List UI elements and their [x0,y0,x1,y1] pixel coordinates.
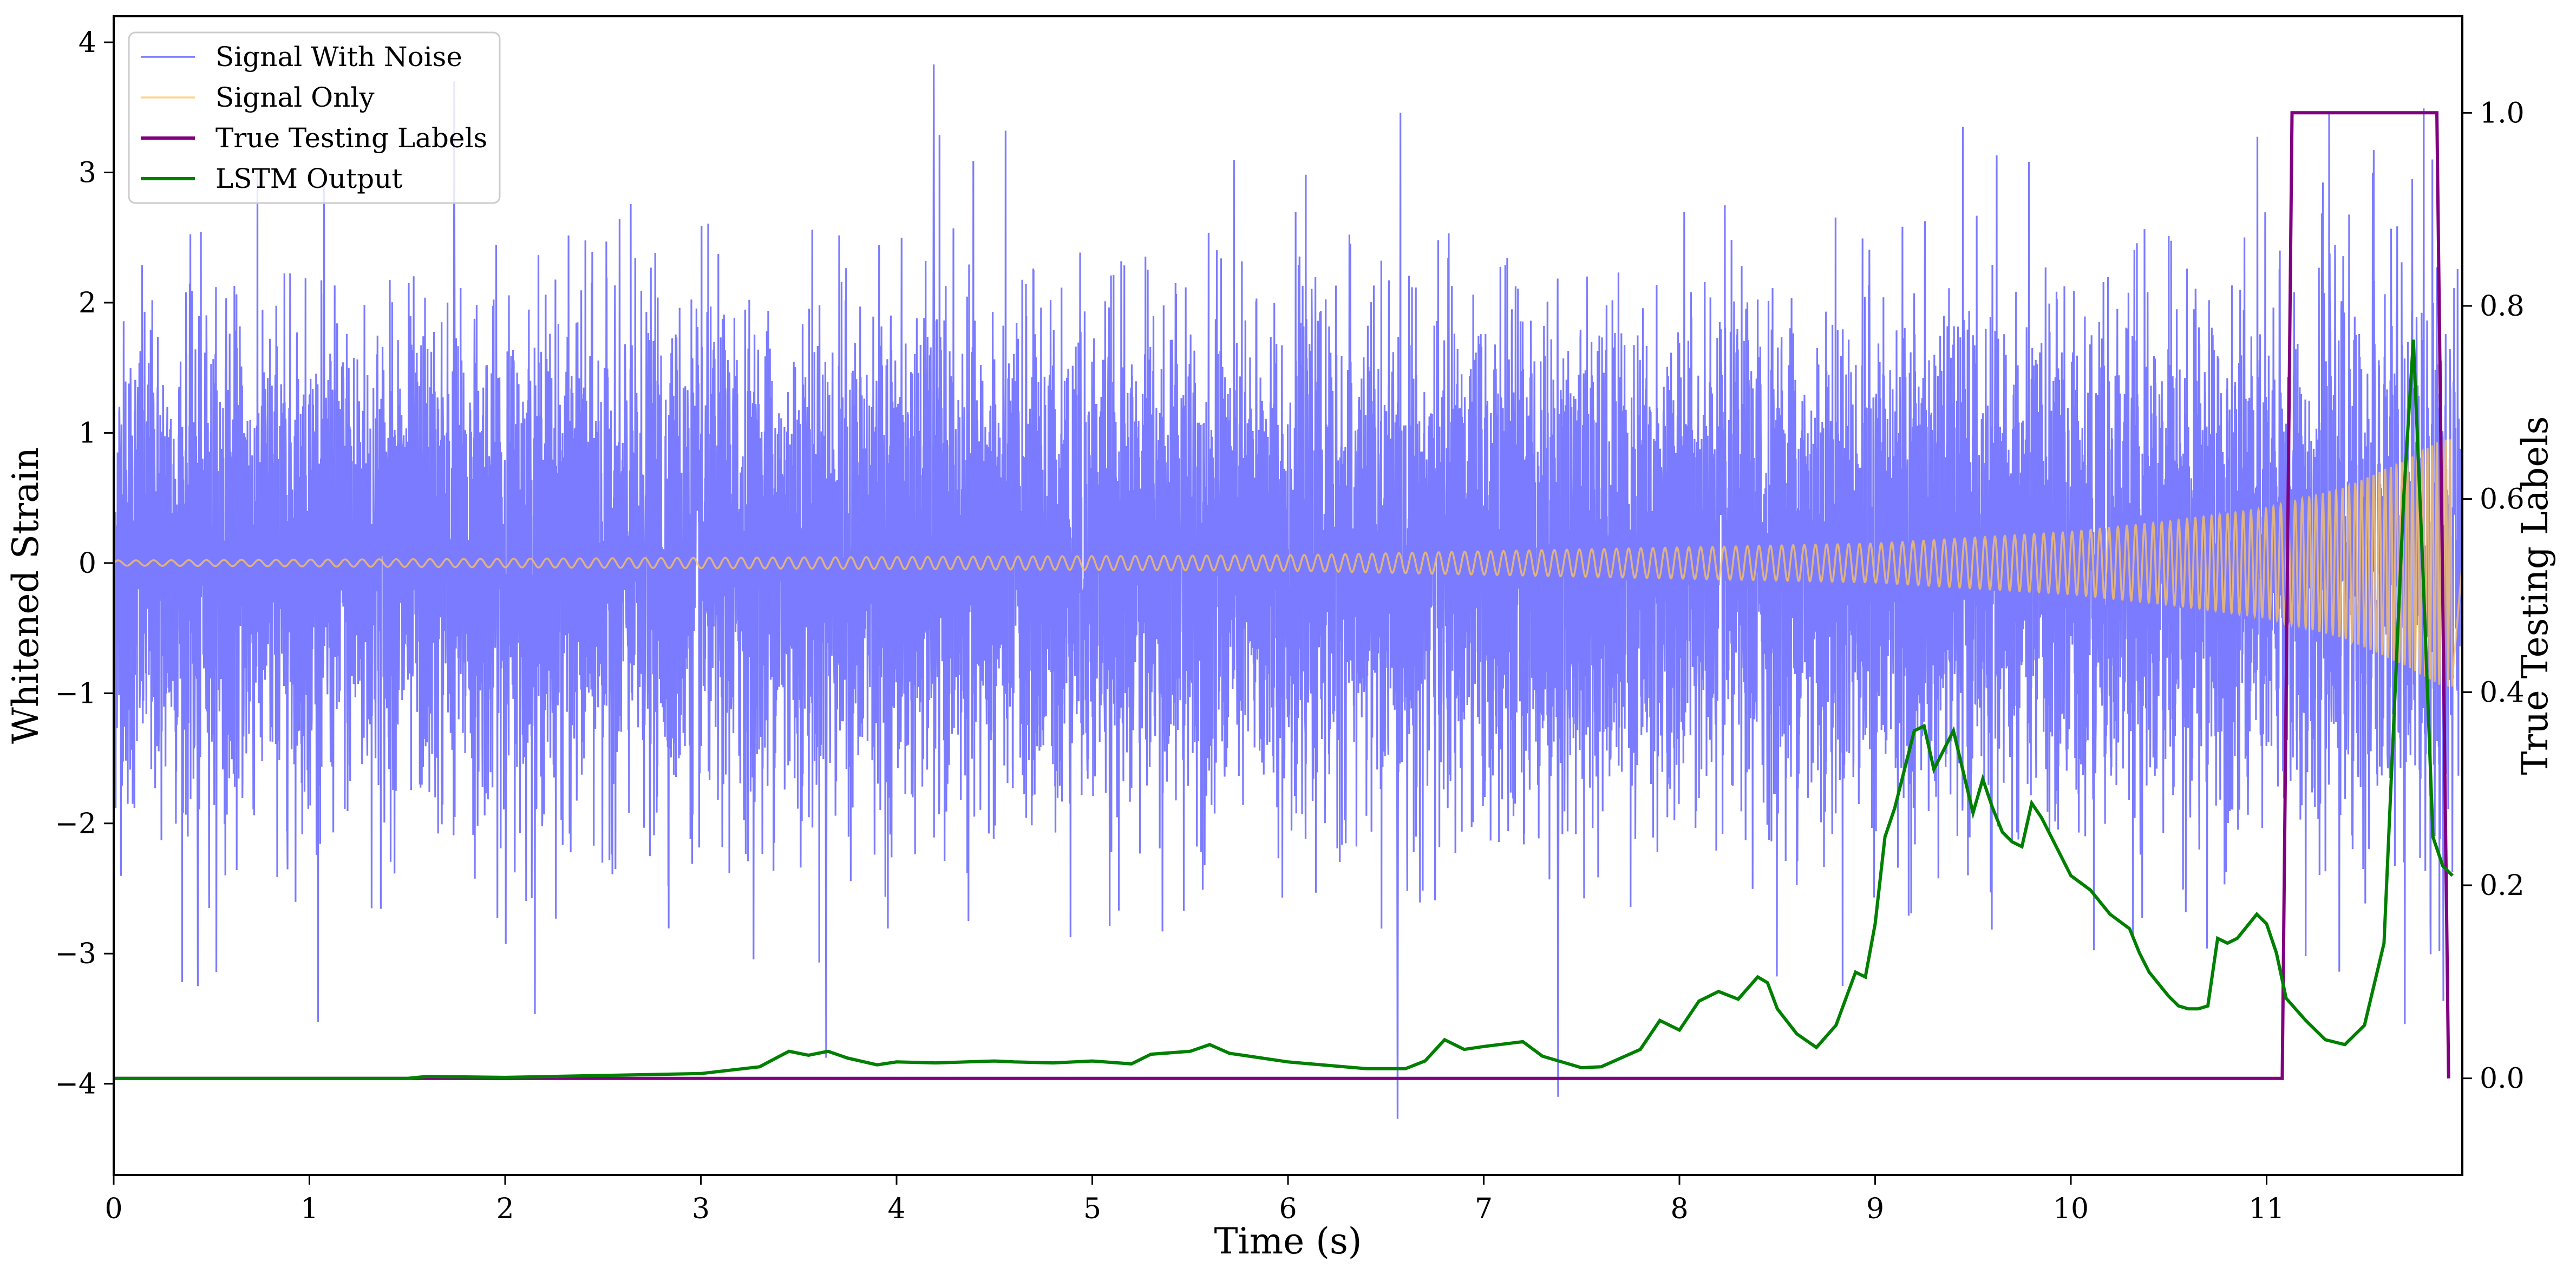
true-testing-labels-line [114,111,2450,1080]
x-tick-label: 7 [1475,1193,1493,1225]
legend: Signal With Noise Signal Only True Testing… [128,31,501,204]
y-right-tick-label: 0.8 [2480,290,2525,323]
y-axis-right: 1.0 0.8 0.6 0.4 0.2 0.0 [2462,97,2525,1095]
y-left-tick-label: −3 [55,938,96,970]
y-left-tick-label: 2 [79,287,96,319]
series-lstm-output [114,339,2454,1080]
y-axis-left: 4 3 2 1 0 −1 −2 −3 −4 [55,27,114,1101]
x-tick-label: 4 [887,1193,905,1225]
y-axis-right-label: True Testing Labels [2514,416,2556,775]
y-right-tick-label: 1.0 [2480,97,2525,129]
x-axis-label: Time (s) [1214,1220,1362,1262]
series-signal-only [114,439,2462,687]
x-axis: 0 1 2 3 4 5 6 7 8 9 10 11 [104,1175,2285,1225]
legend-label: Signal With Noise [215,41,462,73]
y-right-tick-label: 0.0 [2480,1063,2525,1095]
x-tick-label: 0 [104,1193,122,1225]
x-tick-label: 3 [692,1193,710,1225]
y-left-tick-label: 4 [79,27,96,59]
y-left-tick-label: −2 [55,808,96,840]
y-axis-left-label: Whitened Strain [5,447,47,744]
y-right-tick-label: 0.4 [2480,676,2525,709]
x-tick-label: 2 [496,1193,514,1225]
y-left-tick-label: 0 [79,547,96,580]
signal-only-line [114,439,2462,687]
y-right-tick-label: 0.2 [2480,870,2525,902]
x-tick-label: 9 [1866,1193,1884,1225]
legend-label: LSTM Output [215,163,402,194]
x-tick-label: 11 [2248,1193,2284,1225]
x-tick-label: 5 [1083,1193,1101,1225]
x-tick-label: 8 [1670,1193,1688,1225]
x-tick-label: 1 [300,1193,318,1225]
y-left-tick-label: −4 [55,1068,96,1101]
legend-label: Signal Only [215,82,375,113]
signal-with-noise-line [114,64,2461,1119]
x-tick-label: 10 [2053,1193,2089,1225]
y-left-tick-label: 1 [79,417,96,449]
legend-label: True Testing Labels [215,122,487,154]
lstm-output-line [114,339,2454,1080]
y-left-tick-label: 3 [79,157,96,190]
x-tick-label: 6 [1279,1193,1297,1225]
series-signal-with-noise [114,64,2461,1119]
legend-box [128,31,501,204]
series-true-testing-labels [114,111,2450,1080]
y-right-tick-label: 0.6 [2480,484,2525,516]
y-left-tick-label: −1 [55,677,96,710]
